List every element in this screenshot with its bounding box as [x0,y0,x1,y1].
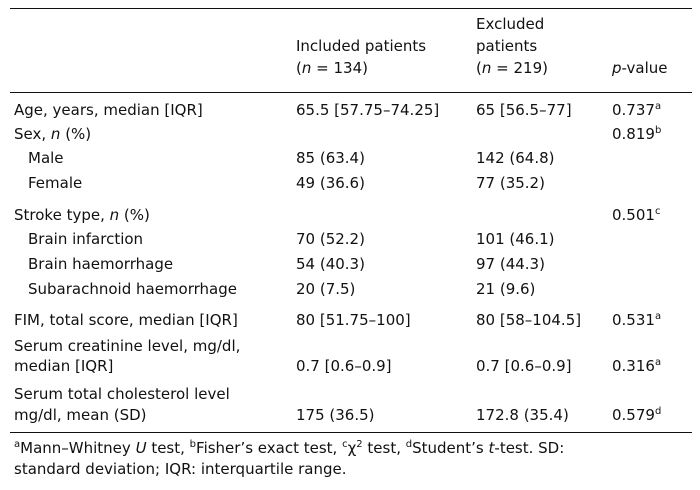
row-excluded: 77 (35.2) [476,174,545,192]
row-included: 54 (40.3) [296,255,365,273]
row-included: 0.7 [0.6–0.9] [296,357,392,375]
row-label-line1: Serum creatinine level, mg/dl, [14,337,241,355]
row-excluded: 65 [56.5–77] [476,101,572,119]
row-label: FIM, total score, median [IQR] [14,311,238,329]
row-excluded: 97 (44.3) [476,255,545,273]
row-label: Subarachnoid haemorrhage [28,280,237,298]
header-pvalue: p-value [612,59,668,77]
header-excluded-line1: Excluded [476,15,545,33]
row-label-line2: mg/dl, mean (SD) [14,406,147,424]
row-label: Brain haemorrhage [28,255,174,273]
row-label: Brain infarction [28,230,144,248]
row-label: Stroke type, n (%) [14,206,150,224]
header-excluded-n: (n = 219) [476,59,548,77]
row-label: Female [28,174,83,192]
row-pvalue: 0.501c [612,206,661,224]
header-included-n: (n = 134) [296,59,368,77]
row-pvalue: 0.737a [612,101,662,119]
table-footnote: aMann–Whitney U test, bFisher’s exact te… [14,438,694,480]
header-included: Included patients [296,37,427,55]
header-rule [10,92,692,93]
row-label-line2: median [IQR] [14,357,114,375]
row-excluded: 21 (9.6) [476,280,536,298]
footnote-line2: standard deviation; IQR: interquartile r… [14,460,347,478]
row-included: 85 (63.4) [296,149,365,167]
bottom-rule [10,432,692,433]
row-label: Male [28,149,64,167]
row-excluded: 101 (46.1) [476,230,555,248]
row-excluded: 142 (64.8) [476,149,555,167]
row-included: 49 (36.6) [296,174,365,192]
row-pvalue: 0.316a [612,357,662,375]
footnote-line1: aMann–Whitney U test, bFisher’s exact te… [14,439,565,457]
row-excluded: 0.7 [0.6–0.9] [476,357,572,375]
row-pvalue: 0.531a [612,311,662,329]
row-included: 80 [51.75–100] [296,311,411,329]
row-excluded: 80 [58–104.5] [476,311,582,329]
top-rule [10,8,692,9]
row-label: Sex, n (%) [14,125,92,143]
row-included: 70 (52.2) [296,230,365,248]
row-pvalue: 0.579d [612,406,662,424]
row-excluded: 172.8 (35.4) [476,406,569,424]
row-label-line1: Serum total cholesterol level [14,385,230,403]
row-included: 20 (7.5) [296,280,356,298]
row-included: 175 (36.5) [296,406,375,424]
header-excluded-line2: patients [476,37,538,55]
row-included: 65.5 [57.75–74.25] [296,101,440,119]
row-label: Age, years, median [IQR] [14,101,203,119]
row-pvalue: 0.819b [612,125,662,143]
